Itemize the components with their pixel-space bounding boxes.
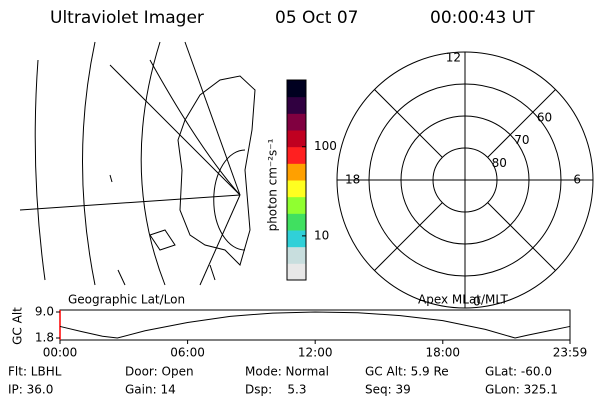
altitude-plot: 9.0 1.800:00 06:00 12:00 18:00 23:59 (35, 305, 587, 360)
lat-label: 70 (514, 133, 529, 147)
color-band (287, 80, 306, 98)
tick-label: 100 (314, 139, 337, 153)
meridian (19, 194, 241, 211)
info-field: GLon: 325.1 (485, 383, 558, 397)
mlt-label: 18 (345, 173, 360, 187)
altitude-line (59, 311, 571, 339)
time: 00:00:43 UT (430, 8, 535, 28)
mlt-label: 0 (473, 295, 481, 309)
y-axis-label: GC Alt (11, 307, 25, 345)
y-tick-label: 9.0 (35, 305, 54, 319)
colorbar-label: photon cm⁻²s⁻¹ (266, 138, 280, 231)
meridian (184, 41, 241, 196)
meridian (82, 41, 96, 286)
tick-label: 10 (314, 228, 329, 242)
meridian (199, 194, 241, 286)
meridian (140, 41, 166, 286)
mlt-label: 12 (446, 51, 461, 65)
coastline (177, 75, 256, 266)
lat-label: 80 (492, 156, 507, 170)
x-tick-label: 12:00 (298, 346, 333, 360)
info-field: Flt: LBHL (8, 365, 62, 379)
color-band (287, 246, 306, 264)
colorbar: 10 100 (286, 79, 337, 281)
info-field: Seq: 39 (365, 383, 411, 397)
color-band (287, 213, 306, 231)
lat-label: 60 (537, 111, 552, 125)
spoke (374, 89, 443, 158)
geographic-map (19, 41, 256, 286)
color-band (287, 146, 306, 164)
date: 05 Oct 07 (275, 8, 358, 28)
spoke (487, 89, 556, 158)
coastline (149, 229, 176, 251)
info-panel: Flt: LBHL Door: Open Mode: Normal GC Alt: 5… (8, 365, 558, 397)
meridian (34, 59, 46, 281)
color-band (287, 263, 306, 281)
x-tick-label: 00:00 (43, 346, 78, 360)
info-field: IP: 36.0 (8, 383, 53, 397)
parallel (213, 149, 246, 251)
info-field: GLat: -60.0 (485, 365, 552, 379)
spoke (487, 202, 556, 271)
color-band (287, 96, 306, 114)
colorbar-frame (286, 79, 307, 281)
parallel (149, 59, 241, 196)
mlt-label: 6 (573, 173, 581, 187)
info-field: Mode: Normal (245, 365, 329, 379)
spoke (374, 202, 443, 271)
color-band (287, 163, 306, 181)
plot-frame (59, 309, 571, 341)
color-band (287, 113, 306, 131)
info-field: GC Alt: 5.9 Re (365, 365, 449, 379)
x-tick-label: 18:00 (425, 346, 460, 360)
info-field: Door: Open (125, 365, 194, 379)
color-band (287, 230, 306, 248)
polar-plot: 60 70 80 0 6 12 18 (336, 51, 594, 309)
x-tick-label: 06:00 (170, 346, 205, 360)
coastline (109, 174, 216, 286)
color-band (287, 130, 306, 148)
info-field: Dsp: 5.3 (245, 383, 307, 397)
polar-label: Apex MLat/MLT (418, 293, 508, 307)
color-band (287, 196, 306, 214)
color-band (287, 180, 306, 198)
x-tick-label: 23:59 (553, 346, 588, 360)
title: Ultraviolet Imager (50, 8, 204, 28)
y-tick-label: 1.8 (35, 331, 54, 345)
info-field: Gain: 14 (125, 383, 176, 397)
map-label: Geographic Lat/Lon (68, 293, 185, 307)
meridian (109, 64, 241, 196)
